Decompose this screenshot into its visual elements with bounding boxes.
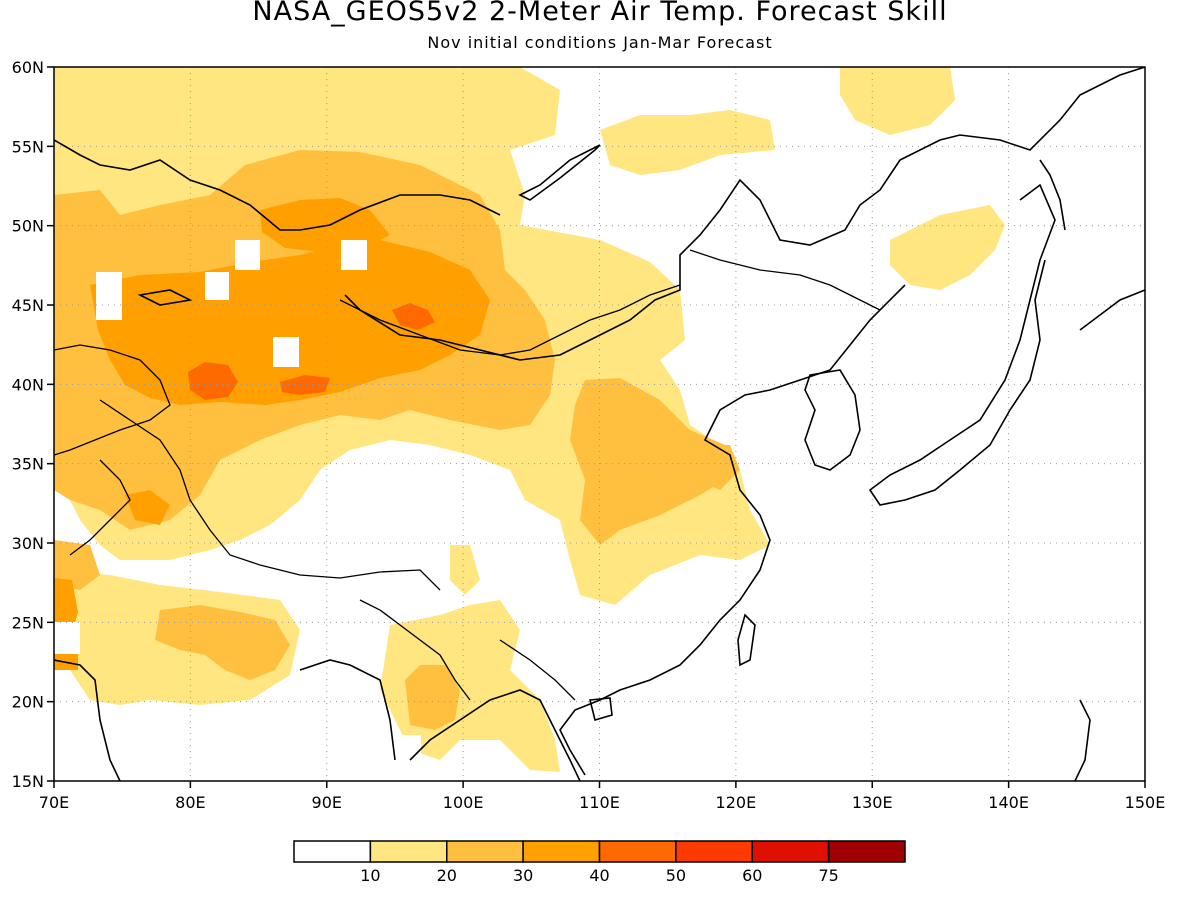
coastlines — [54, 67, 1145, 781]
lon-tick-label: 100E — [443, 793, 484, 812]
colorbar-swatch — [751, 840, 830, 863]
mask-4 — [341, 240, 367, 270]
lon-tick-label: 110E — [579, 793, 620, 812]
colorbar-label: 10 — [360, 866, 380, 885]
shade-l1-east-asia — [600, 110, 775, 175]
shade-l2-china-south — [690, 445, 740, 490]
lon-tick-label: 70E — [39, 793, 69, 812]
shade-l2-india — [155, 605, 290, 680]
shade-l3-arabia-edge — [54, 650, 78, 670]
coast-bay-of-bengal — [299, 659, 396, 761]
border-russia-china — [689, 249, 881, 311]
coast-kamchatka — [1079, 289, 1145, 331]
colorbar-swatch — [446, 840, 524, 863]
latitude-labels: 15N 20N 25N 30N 35N 40N 45N 50N 55N 60N — [12, 58, 44, 791]
shade-l4-gobi — [280, 375, 330, 395]
lat-tick-label: 15N — [12, 772, 44, 791]
border-china-mongolia — [339, 284, 681, 356]
border-vietnam — [499, 639, 576, 701]
shade-l2-northeast-china — [570, 378, 725, 545]
country-borders — [54, 249, 881, 701]
mask-3 — [235, 240, 260, 270]
colorbar-label: 50 — [666, 866, 686, 885]
colorbar-swatch — [675, 840, 753, 863]
colorbar-labels: 10 20 30 40 50 60 75 — [360, 866, 839, 885]
colorbar-swatch — [522, 840, 601, 863]
lat-tick-label: 60N — [12, 58, 44, 77]
lon-tick-label: 140E — [988, 793, 1029, 812]
lat-tick-label: 55N — [12, 137, 44, 156]
shade-l1-central — [450, 545, 480, 595]
coast-hainan — [588, 697, 613, 722]
colorbar-swatch — [598, 840, 677, 863]
lon-tick-label: 130E — [852, 793, 893, 812]
mask-1 — [96, 272, 122, 320]
colorbar-swatch — [293, 840, 372, 863]
colorbar-label: 60 — [742, 866, 762, 885]
coast-indochina — [409, 689, 581, 781]
coast-balkhash — [137, 289, 193, 306]
shade-l1-siberia — [840, 67, 955, 135]
colorbar-label: 40 — [589, 866, 609, 885]
shade-l4-tarim — [188, 362, 238, 400]
colorbar-label: 75 — [818, 866, 838, 885]
mask-2 — [205, 272, 229, 300]
border-tibet — [99, 399, 441, 591]
map-title: NASA_GEOS5v2 2-Meter Air Temp. Forecast … — [252, 0, 948, 27]
coast-china — [559, 284, 906, 776]
shade-l2-myanmar — [405, 665, 460, 730]
lon-tick-label: 120E — [716, 793, 757, 812]
mask-6 — [54, 622, 80, 654]
border-south-asia — [69, 459, 131, 556]
coast-baikal — [518, 144, 601, 201]
shade-l2-west-coast — [54, 540, 100, 590]
colorbar-swatch — [369, 840, 448, 863]
coast-east-asia — [344, 67, 1145, 361]
lat-tick-label: 40N — [12, 375, 44, 394]
shade-l3-kazakhstan — [90, 240, 490, 405]
longitude-labels: 70E 80E 90E 100E 110E 120E 130E 140E 150E — [39, 793, 1166, 812]
shade-l4-mongolia — [392, 303, 435, 330]
axis-ticks — [47, 66, 1146, 788]
coast-india — [54, 659, 121, 781]
colorbar-label: 20 — [437, 866, 457, 885]
mask-5 — [273, 337, 299, 367]
lat-tick-label: 45N — [12, 296, 44, 315]
coast-philippines — [1074, 699, 1091, 781]
lat-tick-label: 35N — [12, 455, 44, 474]
lat-tick-label: 50N — [12, 217, 44, 236]
skill-shading — [54, 67, 1005, 772]
coast-japan — [868, 183, 1056, 506]
colorbar-swatch — [827, 840, 906, 863]
coast-caspian-edge — [54, 139, 501, 231]
lon-tick-label: 90E — [312, 793, 342, 812]
lat-tick-label: 30N — [12, 534, 44, 553]
shade-l3-himalaya — [125, 490, 170, 525]
coast-korea — [804, 369, 861, 471]
lat-tick-label: 25N — [12, 613, 44, 632]
border-myanmar — [359, 599, 471, 701]
coast-sakhalin — [1039, 159, 1066, 231]
lat-tick-label: 20N — [12, 693, 44, 712]
gridlines — [54, 67, 1145, 781]
map-subtitle: Nov initial conditions Jan-Mar Forecast — [427, 33, 773, 52]
colorbar-label: 30 — [513, 866, 533, 885]
lon-tick-label: 150E — [1125, 793, 1166, 812]
shade-l1-manchuria — [890, 205, 1005, 290]
mask-7 — [395, 735, 421, 755]
coast-taiwan — [737, 613, 756, 667]
colorbar — [293, 840, 906, 863]
border-central-asia — [54, 344, 171, 456]
lon-tick-label: 80E — [175, 793, 205, 812]
